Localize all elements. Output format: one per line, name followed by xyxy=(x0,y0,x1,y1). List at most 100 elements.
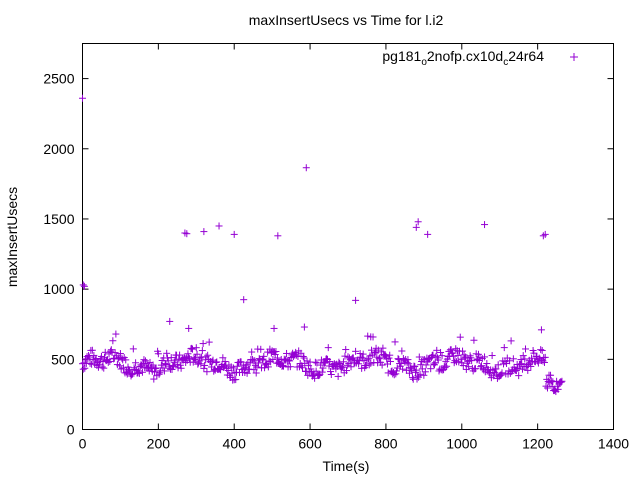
data-point xyxy=(386,358,394,366)
data-point xyxy=(379,344,387,352)
data-point xyxy=(155,370,163,378)
data-point xyxy=(427,365,435,373)
data-point xyxy=(203,368,211,376)
data-point xyxy=(404,356,412,364)
data-point xyxy=(274,232,282,240)
x-tick: 200 xyxy=(147,43,170,452)
data-point xyxy=(541,230,549,238)
data-point xyxy=(205,338,213,346)
data-point xyxy=(213,358,221,366)
data-point xyxy=(280,362,288,370)
x-tick: 1200 xyxy=(522,43,553,452)
data-point xyxy=(111,349,119,357)
data-point xyxy=(327,370,335,378)
data-point xyxy=(255,355,263,363)
data-point xyxy=(399,365,407,373)
data-point xyxy=(348,355,356,363)
data-point xyxy=(432,352,440,360)
x-tick: 1000 xyxy=(446,43,478,452)
data-point xyxy=(128,370,136,378)
data-point xyxy=(352,347,360,355)
data-point xyxy=(253,363,261,371)
y-axis-label: maxInsertUsecs xyxy=(4,187,20,287)
data-point xyxy=(199,340,207,348)
data-point xyxy=(176,351,184,359)
data-point xyxy=(464,357,472,365)
legend-label-part: 24r64 xyxy=(508,48,544,64)
data-point xyxy=(462,353,470,361)
data-point xyxy=(292,351,300,359)
data-point xyxy=(159,364,167,372)
y-tick: 2500 xyxy=(43,71,614,87)
data-point xyxy=(507,337,515,345)
data-point xyxy=(97,352,105,360)
data-point xyxy=(385,354,393,362)
y-tick-label: 0 xyxy=(67,422,75,438)
data-point xyxy=(311,358,319,366)
data-point xyxy=(122,356,130,364)
data-point xyxy=(371,349,379,357)
data-point xyxy=(129,345,137,353)
data-point xyxy=(506,357,514,365)
data-point xyxy=(240,365,248,373)
legend-label-part: 2nofp.cx10d xyxy=(427,48,503,64)
data-point xyxy=(506,369,514,377)
data-point xyxy=(243,369,251,377)
data-point xyxy=(347,363,355,371)
data-point xyxy=(283,349,291,357)
data-point xyxy=(411,363,419,371)
data-point xyxy=(101,348,109,356)
data-point xyxy=(132,359,140,367)
data-point xyxy=(114,355,122,363)
data-point xyxy=(514,365,522,373)
data-point xyxy=(364,355,372,363)
data-point xyxy=(486,370,494,378)
data-point xyxy=(430,360,438,368)
data-point xyxy=(138,368,146,376)
data-point xyxy=(176,361,184,369)
data-point xyxy=(342,346,350,354)
data-point xyxy=(125,366,133,374)
data-point xyxy=(272,347,280,355)
legend-label: pg181o2nofp.cx10dc24r64 xyxy=(382,48,544,68)
data-point xyxy=(270,324,278,332)
data-point xyxy=(224,366,232,374)
x-tick-label: 0 xyxy=(79,436,87,452)
data-point xyxy=(318,368,326,376)
data-point xyxy=(441,364,449,372)
data-point xyxy=(367,333,375,341)
data-point xyxy=(212,359,220,367)
data-point xyxy=(527,362,535,370)
data-point xyxy=(365,361,373,369)
data-point xyxy=(188,344,196,352)
data-point xyxy=(279,362,287,370)
data-point xyxy=(434,356,442,364)
data-point xyxy=(494,361,502,369)
data-point xyxy=(229,364,237,372)
data-point xyxy=(81,364,89,372)
data-point xyxy=(233,362,241,370)
data-point xyxy=(519,352,527,360)
x-tick: 600 xyxy=(298,43,322,452)
data-point xyxy=(354,356,362,364)
data-point xyxy=(554,385,562,393)
y-axis: 0 500 1000 1500 2000 2500 xyxy=(43,71,614,438)
data-point xyxy=(337,365,345,373)
data-point xyxy=(515,372,523,380)
data-point xyxy=(352,296,360,304)
data-point xyxy=(177,364,185,372)
data-point xyxy=(362,362,370,370)
data-point xyxy=(258,356,266,364)
data-point xyxy=(393,367,401,375)
data-point xyxy=(406,364,414,372)
data-point xyxy=(221,358,229,366)
data-point xyxy=(363,356,371,364)
data-point xyxy=(367,359,375,367)
data-point xyxy=(451,357,459,365)
data-point xyxy=(107,347,115,355)
data-point xyxy=(302,164,310,172)
data-point xyxy=(80,282,88,290)
data-point xyxy=(119,364,127,372)
data-point xyxy=(92,354,100,362)
data-point xyxy=(393,364,401,372)
